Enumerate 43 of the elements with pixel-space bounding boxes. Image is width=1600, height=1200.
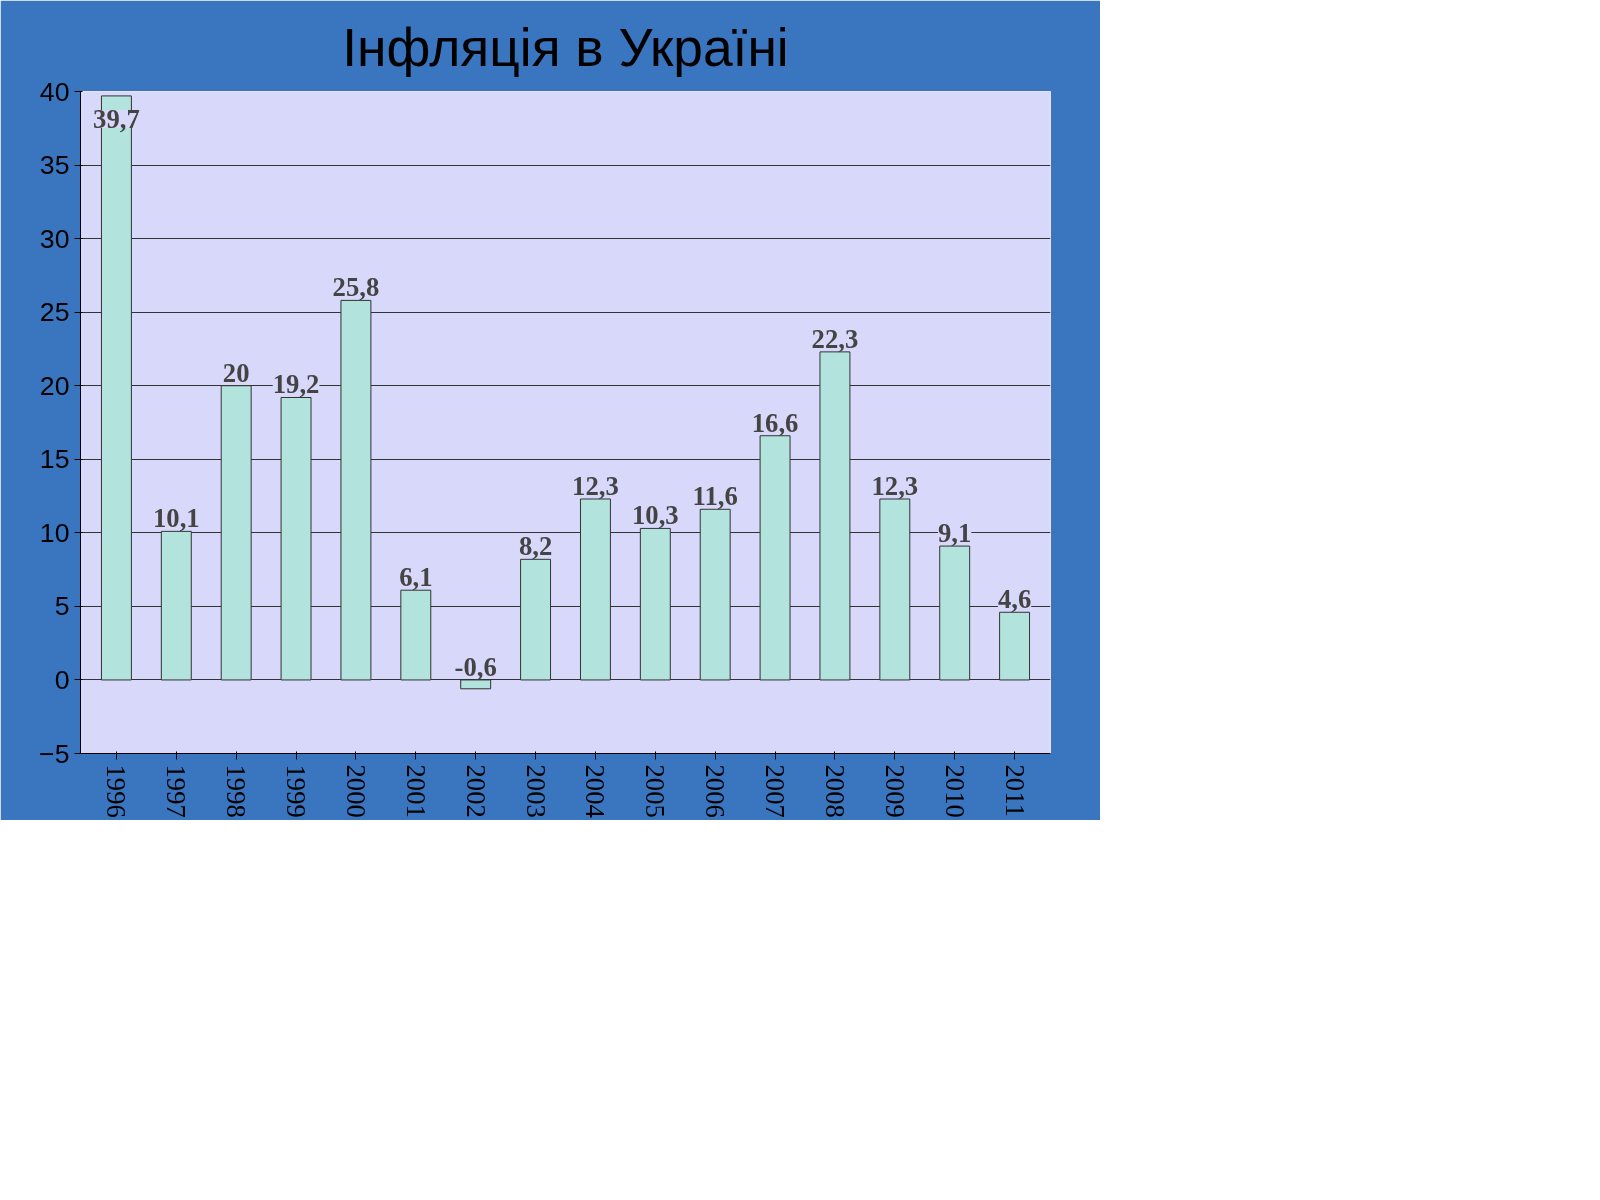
data-label: -0,6	[454, 651, 497, 682]
data-label: 20	[222, 357, 250, 388]
x-tick-label: 1997	[161, 764, 192, 818]
x-tick-label: 2002	[460, 764, 491, 818]
y-tick-label: 5	[54, 591, 70, 622]
x-tick-label: 1999	[281, 764, 312, 818]
x-tick-label: 2009	[879, 764, 910, 818]
x-tick-label: 2011	[999, 764, 1030, 817]
x-tick-label: 2003	[520, 764, 551, 818]
data-label: 11,6	[692, 481, 738, 512]
x-tick-label: 2001	[400, 764, 431, 818]
data-label: 9,1	[938, 518, 972, 549]
x-tick-label: 2006	[700, 764, 731, 818]
x-tick-label: 1996	[101, 764, 132, 818]
x-tick-label: 1998	[221, 764, 252, 818]
y-tick-label: 25	[39, 297, 70, 328]
y-tick-label: 0	[54, 664, 70, 695]
data-label: 4,6	[997, 584, 1032, 615]
y-tick-label: 40	[39, 76, 70, 107]
data-label: 39,7	[93, 103, 140, 134]
y-tick-label: 10	[39, 517, 70, 548]
data-label: 12,3	[572, 471, 619, 501]
y-tick-label: 35	[39, 150, 70, 181]
x-tick-label: 2007	[760, 764, 791, 818]
y-tick-label: 30	[39, 223, 70, 254]
data-label: 10,3	[631, 500, 679, 531]
data-label: 25,8	[332, 272, 380, 303]
y-tick-label: 15	[39, 444, 70, 475]
data-label: 12,3	[871, 471, 919, 501]
data-label: 19,2	[272, 369, 320, 400]
data-label: 6,1	[399, 562, 433, 593]
x-tick-label: 2008	[819, 764, 850, 818]
data-label: 16,6	[751, 407, 799, 438]
y-tick-label: 20	[39, 370, 70, 401]
x-tick-label: 2000	[340, 764, 371, 818]
data-label: 8,2	[518, 531, 553, 562]
chart-title: Інфляція в Україні	[342, 17, 789, 77]
x-tick-label: 2010	[939, 764, 970, 818]
x-tick-label: 2004	[580, 764, 611, 818]
y-tick-label: −5	[39, 738, 70, 769]
data-label: 22,3	[811, 323, 859, 354]
x-tick-label: 2005	[640, 764, 671, 818]
data-label: 10,1	[152, 503, 200, 534]
